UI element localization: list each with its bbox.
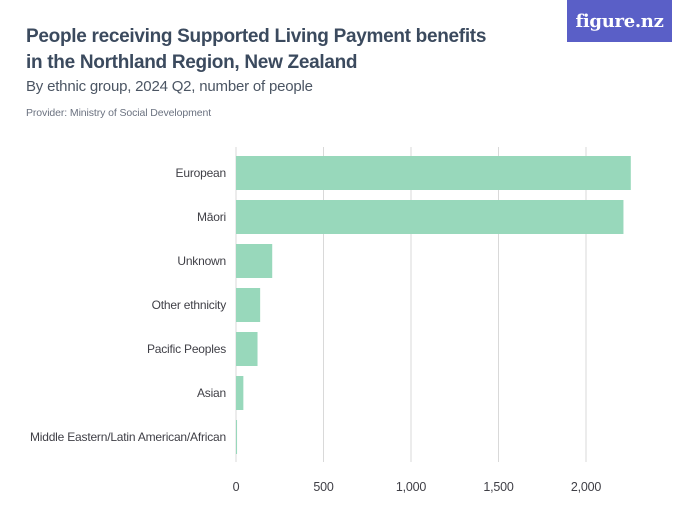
x-tick-label: 0 [233,480,240,494]
x-axis-tick-labels: 0 500 1,000 1,500 2,000 [233,480,602,494]
category-label: Other ethnicity [152,298,227,312]
bar[interactable] [236,332,258,366]
chart-subtitle: By ethnic group, 2024 Q2, number of peop… [26,78,313,95]
bar[interactable] [236,376,244,410]
bar[interactable] [236,244,273,278]
bar[interactable] [236,156,631,190]
bar[interactable] [236,420,238,454]
category-label: Pacific Peoples [147,342,226,356]
category-label: Asian [197,386,226,400]
data-provider: Provider: Ministry of Social Development [26,107,212,119]
category-labels: European Māori Unknown Other ethnicity Pacif… [30,166,226,444]
category-label: Māori [197,210,226,224]
x-tick-label: 1,500 [483,480,514,494]
x-tick-label: 1,000 [396,480,427,494]
x-tick-label: 2,000 [571,480,602,494]
logo-text: figure.nz [575,10,664,32]
figure-nz-logo[interactable]: figure.nz [567,0,672,42]
chart-title: People receiving Supported Living Paymen… [26,26,487,73]
bar[interactable] [236,200,624,234]
bar[interactable] [236,288,261,322]
x-tick-label: 500 [313,480,334,494]
bars [236,156,631,454]
category-label: Unknown [177,254,226,268]
gridlines [235,147,587,462]
category-label: European [176,166,226,180]
category-label: Middle Eastern/Latin American/African [30,430,226,444]
